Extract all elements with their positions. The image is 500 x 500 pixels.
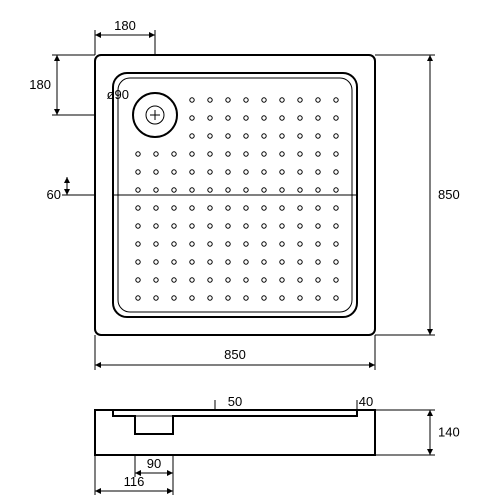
dim-width: 850 [224,347,246,362]
technical-drawing: ø90 850 850 180 180 60 140 50 40 90116 [0,0,500,500]
dim-50: 50 [228,394,242,409]
dim-height: 850 [438,187,460,202]
side-view: 140 50 40 90116 [95,394,460,495]
dim-90: 90 [147,456,161,471]
dim-drain-x: 180 [114,18,136,33]
dim-drain-y: 180 [29,77,51,92]
dim-116: 116 [124,474,145,489]
drain-diameter-label: ø90 [107,87,129,102]
dim-step: 60 [47,187,61,202]
dim-40: 40 [359,394,373,409]
top-view: ø90 850 850 180 180 60 [29,18,459,370]
dim-side-height: 140 [438,425,460,440]
